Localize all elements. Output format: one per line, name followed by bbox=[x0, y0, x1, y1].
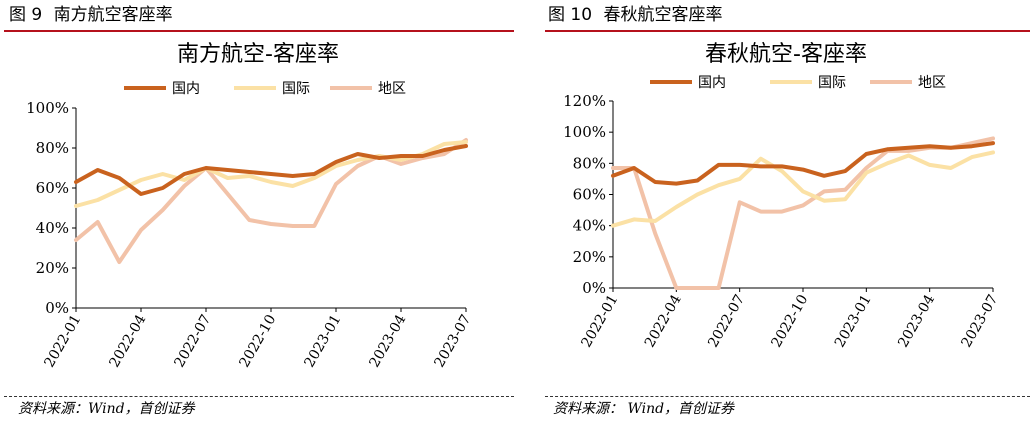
figure-9-source: 资料来源：Wind，首创证券 bbox=[18, 401, 195, 417]
chart-axes: 0% 20% 40% 60% 80% 100% 2022-01 2022-04 2022-07 2… bbox=[26, 99, 474, 370]
legend-label: 国内 bbox=[172, 81, 200, 97]
chart-legend: 国内 国际 地区 bbox=[650, 75, 946, 91]
chart-series bbox=[611, 136, 995, 290]
x-tick-label: 2022-10 bbox=[769, 292, 812, 350]
chart-title: 南方航空-客座率 bbox=[177, 42, 339, 67]
chart-series bbox=[74, 138, 468, 264]
x-tick-label: 2022-07 bbox=[172, 312, 215, 370]
figure-9-source-rule bbox=[4, 396, 514, 398]
figure-10-source-rule bbox=[545, 396, 1030, 398]
x-tick-label: 2022-07 bbox=[705, 292, 748, 350]
figure-10-title: 春秋航空客座率 bbox=[603, 5, 723, 25]
series-line-domestic bbox=[74, 144, 468, 196]
y-tick-label: 0% bbox=[45, 299, 69, 317]
legend-label: 国际 bbox=[282, 81, 310, 97]
y-tick-label: 20% bbox=[36, 259, 69, 277]
x-tick-label: 2022-01 bbox=[42, 312, 85, 370]
x-tick-label: 2022-04 bbox=[107, 312, 150, 370]
x-tick-label: 2023-04 bbox=[895, 292, 938, 350]
y-tick-label: 40% bbox=[573, 217, 606, 235]
chart-southern-airlines-load-factor: 南方航空-客座率 国内 国际 地区 0% 20% 40% 60% 80% 100% 2022-0… bbox=[26, 42, 474, 370]
figure-10-source: 资料来源： Wind，首创证券 bbox=[553, 401, 735, 417]
figure-9-number: 图 9 bbox=[9, 5, 43, 25]
chart-title: 春秋航空-客座率 bbox=[705, 42, 867, 67]
figure-9-header-rule bbox=[4, 30, 514, 32]
y-tick-label: 40% bbox=[36, 219, 69, 237]
y-tick-label: 80% bbox=[573, 154, 606, 172]
series-line-domestic bbox=[611, 141, 995, 186]
y-tick-label: 100% bbox=[26, 99, 69, 117]
series-line-international bbox=[611, 150, 995, 228]
legend-label: 国内 bbox=[698, 75, 726, 91]
legend-label: 地区 bbox=[918, 75, 946, 91]
figure-10-header-rule bbox=[545, 30, 1030, 32]
x-tick-label: 2023-01 bbox=[832, 292, 875, 350]
figure-10-number: 图 10 bbox=[548, 5, 593, 25]
series-line-regional bbox=[74, 138, 468, 264]
x-tick-label: 2022-10 bbox=[237, 312, 280, 370]
y-tick-label: 60% bbox=[573, 186, 606, 204]
figure-9-title: 南方航空客座率 bbox=[53, 5, 173, 25]
figure-9-header: 图 9 南方航空客座率 bbox=[9, 0, 179, 30]
figure-10-header: 图 10 春秋航空客座率 bbox=[548, 0, 728, 30]
x-tick-label: 2023-04 bbox=[367, 312, 410, 370]
x-tick-label: 2022-01 bbox=[579, 292, 622, 350]
y-tick-label: 60% bbox=[36, 179, 69, 197]
chart-legend: 国内 国际 地区 bbox=[124, 81, 406, 97]
legend-label: 国际 bbox=[818, 75, 846, 91]
x-tick-label: 2023-01 bbox=[302, 312, 345, 370]
x-tick-label: 2022-04 bbox=[642, 292, 685, 350]
y-tick-label: 0% bbox=[582, 279, 606, 297]
x-tick-label: 2023-07 bbox=[959, 292, 1002, 350]
x-tick-label: 2023-07 bbox=[432, 312, 475, 370]
y-tick-label: 100% bbox=[563, 123, 606, 141]
series-line-international bbox=[74, 140, 468, 208]
chart-spring-airlines-load-factor: 春秋航空-客座率 国内 国际 地区 0% 20% 40% 60% 80% 100% 120% 20… bbox=[563, 42, 1002, 350]
y-tick-label: 80% bbox=[36, 139, 69, 157]
y-tick-label: 120% bbox=[563, 92, 606, 110]
legend-label: 地区 bbox=[378, 81, 406, 97]
y-tick-label: 20% bbox=[573, 248, 606, 266]
